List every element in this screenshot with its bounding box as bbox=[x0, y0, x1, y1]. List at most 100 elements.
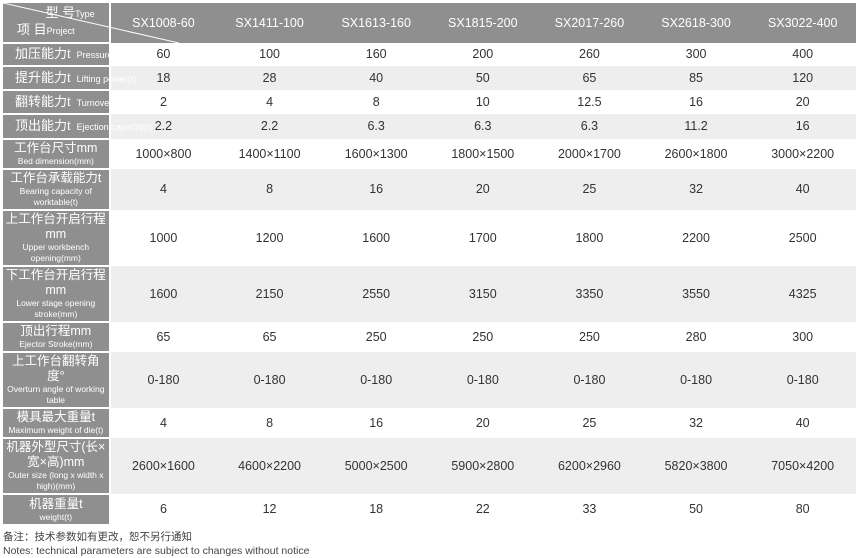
row-label-zh: 上工作台翻转角度° bbox=[12, 354, 100, 383]
model-header: SX3022-400 bbox=[749, 3, 856, 43]
table-row: 工作台尺寸mm Bed dimension(mm) 1000×800 1400×110… bbox=[3, 139, 856, 170]
spec-table: 型 号Type 项 目Project SX1008-60 SX1411-100 … bbox=[3, 3, 856, 526]
value-cell: 2150 bbox=[216, 266, 323, 322]
row-label-zh: 工作台尺寸mm bbox=[14, 141, 98, 155]
value-cell: 10 bbox=[475, 94, 490, 109]
value-cell: 4 bbox=[159, 415, 167, 430]
diagonal-divider bbox=[3, 3, 179, 43]
row-label: 加压能力t Pressure capacity(t) bbox=[3, 43, 157, 67]
value-cell: 2.2 bbox=[109, 114, 217, 139]
value-cell: 2600×1600 bbox=[109, 438, 217, 494]
model-header: SX2618-300 bbox=[642, 3, 750, 43]
value-cell: 250 bbox=[579, 329, 600, 344]
value-cell: 0-180 bbox=[216, 352, 323, 408]
row-label: 机器外型尺寸(长×宽×高)mm Outer size (long x width … bbox=[3, 438, 111, 495]
table-row: 下工作台开启行程mm Lower stage opening stroke(mm)… bbox=[3, 266, 856, 323]
row-label-en: Lifting power(t) bbox=[76, 73, 137, 84]
value-cell: 40 bbox=[795, 415, 810, 430]
row-label-en: Overturn angle of working table bbox=[7, 384, 105, 405]
value-cell: 50 bbox=[689, 502, 704, 516]
value-cell: 8 bbox=[216, 169, 323, 210]
row-label-zh: 顶出能力t bbox=[15, 118, 71, 134]
value-cell: 85 bbox=[642, 66, 750, 90]
value-cell: 8 bbox=[266, 415, 274, 430]
value-cell: 5000×2500 bbox=[322, 438, 430, 494]
value-cell: 60 bbox=[156, 47, 171, 61]
table-row: 顶出能力t Ejection capacity(t) 2.2 2.2 6.3 6.3 6.3… bbox=[3, 114, 856, 140]
value-cell: 2 bbox=[159, 94, 167, 109]
value-cell: 18 bbox=[109, 66, 217, 90]
row-label-zh: 加压能力t bbox=[15, 46, 71, 62]
value-cell: 20 bbox=[429, 169, 537, 210]
notes: 备注：技术参数如有更改，恕不另行通知 Notes: technical para… bbox=[3, 530, 856, 558]
value-cell: 65 bbox=[536, 66, 643, 90]
value-cell: 260 bbox=[579, 47, 600, 61]
row-label-en: Maximum weight of die(t) bbox=[8, 425, 104, 435]
value-cell: 1200 bbox=[255, 230, 284, 245]
value-cell: 12 bbox=[262, 502, 277, 516]
row-label-en: Lower stage opening stroke(mm) bbox=[16, 298, 96, 319]
value-cell: 0-180 bbox=[749, 352, 856, 408]
row-label: 模具最大重量t Maximum weight of die(t) bbox=[3, 408, 111, 439]
value-cell: 3150 bbox=[429, 266, 537, 322]
value-cell: 16 bbox=[749, 114, 856, 139]
row-label: 上工作台翻转角度° Overturn angle of working table bbox=[3, 352, 111, 409]
value-cell: 300 bbox=[685, 47, 707, 61]
value-cell: 12.5 bbox=[577, 94, 602, 109]
value-cell: 6200×2960 bbox=[536, 438, 643, 494]
value-cell: 32 bbox=[689, 415, 704, 430]
value-cell: 3350 bbox=[536, 266, 643, 322]
table-row: 翻转能力t Turnover ability(t) 2 4 8 10 12.5 16 20 bbox=[3, 90, 856, 115]
row-label-en: Bed dimension(mm) bbox=[17, 156, 94, 166]
value-cell: 33 bbox=[582, 502, 597, 516]
value-cell: 1800 bbox=[575, 230, 604, 245]
value-cell: 6.3 bbox=[429, 114, 537, 139]
header-corner-cell: 型 号Type 项 目Project bbox=[3, 3, 179, 44]
row-label-en: Bearing capacity of worktable(t) bbox=[19, 186, 92, 207]
row-label: 翻转能力t Turnover ability(t) bbox=[3, 90, 146, 115]
table-row: 工作台承载能力t Bearing capacity of worktable(t)… bbox=[3, 169, 856, 211]
value-cell: 300 bbox=[792, 329, 814, 344]
type-label-en: Type bbox=[75, 9, 95, 19]
value-cell: 1000 bbox=[149, 230, 178, 245]
value-cell: 80 bbox=[795, 502, 810, 516]
value-cell: 2550 bbox=[322, 266, 430, 322]
value-cell: 0-180 bbox=[109, 352, 217, 408]
value-cell: 4 bbox=[109, 169, 217, 210]
notes-zh: 备注：技术参数如有更改，恕不另行通知 bbox=[3, 531, 192, 543]
value-cell: 16 bbox=[369, 415, 384, 430]
value-cell: 32 bbox=[642, 169, 750, 210]
header-row: 型 号Type 项 目Project SX1008-60 SX1411-100 … bbox=[3, 3, 856, 44]
row-label-en: weight(t) bbox=[39, 511, 73, 522]
value-cell: 250 bbox=[472, 329, 494, 344]
value-cell: 3000×2200 bbox=[771, 146, 835, 161]
value-cell: 400 bbox=[792, 47, 814, 61]
row-label-zh: 顶出行程mm bbox=[20, 324, 92, 338]
row-label-zh: 提升能力t bbox=[15, 69, 71, 85]
value-cell: 0-180 bbox=[429, 352, 537, 408]
value-cell: 2200 bbox=[682, 230, 710, 245]
row-label-en: Ejector Stroke(mm) bbox=[19, 339, 93, 349]
type-label-zh: 型 号 bbox=[45, 5, 76, 20]
value-cell: 4600×2200 bbox=[216, 438, 323, 494]
row-label-zh: 上工作台开启行程mm bbox=[5, 212, 106, 241]
notes-en: Notes: technical parameters are subject … bbox=[3, 545, 310, 557]
row-label: 上工作台开启行程mm Upper workbench opening(mm) bbox=[3, 210, 111, 267]
table-row: 机器外型尺寸(长×宽×高)mm Outer size (long x width … bbox=[3, 438, 856, 495]
value-cell: 5900×2800 bbox=[429, 438, 537, 494]
value-cell: 65 bbox=[262, 329, 277, 344]
value-cell: 40 bbox=[749, 169, 856, 210]
value-cell: 6.3 bbox=[536, 114, 643, 139]
table-row: 机器重量t weight(t) 6 12 18 22 33 50 80 bbox=[3, 494, 856, 526]
project-label: 项 目Project bbox=[17, 22, 75, 39]
value-cell: 1800×1500 bbox=[451, 146, 515, 161]
value-cell: 50 bbox=[429, 66, 537, 90]
row-label: 下工作台开启行程mm Lower stage opening stroke(mm) bbox=[3, 266, 111, 323]
row-label: 顶出行程mm Ejector Stroke(mm) bbox=[3, 322, 111, 353]
value-cell: 2600×1800 bbox=[664, 146, 728, 161]
value-cell: 65 bbox=[156, 329, 171, 344]
value-cell: 280 bbox=[685, 329, 707, 344]
value-cell: 5820×3800 bbox=[642, 438, 750, 494]
row-label: 机器重量t weight(t) bbox=[3, 494, 111, 526]
